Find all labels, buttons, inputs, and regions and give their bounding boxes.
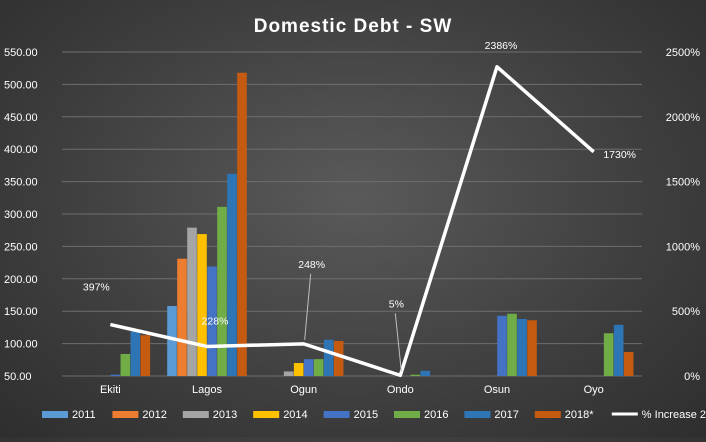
bar-2016-lagos [217, 206, 227, 376]
legend-label-2016: 2016 [424, 409, 448, 421]
bar-2015-osun [497, 315, 507, 376]
line-data-label-ekiti: 397% [83, 282, 110, 294]
category-axis: Ekiti Lagos Ogun Ondo Osun Oyo [100, 384, 604, 396]
bar-2015-lagos [207, 266, 217, 376]
percent-increase-line [109, 65, 595, 378]
bar-2011-lagos [167, 306, 177, 376]
left-tick-label: 550.00 [4, 47, 38, 59]
left-tick-label: 150.00 [4, 306, 38, 318]
bar-2016-ogun [313, 359, 324, 376]
legend-label-2014: 2014 [283, 409, 307, 421]
bar-2017-ondo [420, 370, 431, 376]
line-data-label-ogun: 248% [298, 259, 325, 271]
leader-line [394, 313, 402, 372]
bar-2013-lagos [187, 227, 197, 376]
category-label-ekiti: Ekiti [100, 384, 121, 396]
bar-2017-ekiti [130, 331, 141, 376]
legend: 2011 2012 2013 2014 2015 2016 2017 2018* % Incre… [42, 409, 706, 421]
bar-2017-oyo [613, 324, 624, 376]
bar-2015-ogun [303, 359, 314, 376]
legend-label-2015: 2015 [354, 409, 378, 421]
bar-2017-lagos [227, 173, 237, 376]
bar-2016-oyo [603, 333, 614, 376]
category-label-lagos: Lagos [192, 384, 222, 396]
right-axis: 0% 500% 1000% 1500% 2000% 2500% [666, 47, 700, 383]
bar-2013-ogun [283, 371, 294, 376]
bar-2012-lagos [177, 258, 187, 376]
left-tick-label: 450.00 [4, 112, 38, 124]
left-tick-label: 500.00 [4, 79, 38, 91]
legend-label-line: % Increase 2011 - 2018 [642, 409, 706, 421]
line-data-label-lagos: 228% [202, 315, 229, 327]
right-tick-label: 500% [672, 306, 700, 318]
left-tick-label: 250.00 [4, 241, 38, 253]
bar-2014-lagos [197, 234, 207, 376]
right-tick-label: 2500% [666, 47, 700, 59]
legend-swatch-2012 [112, 411, 139, 418]
bar-2017-osun [517, 318, 527, 376]
left-tick-label: 350.00 [4, 177, 38, 189]
bar-2018-ekiti [140, 335, 151, 376]
bar-2018-osun [527, 320, 537, 376]
bar-2016-ekiti [120, 353, 131, 376]
legend-swatch-2017 [464, 411, 491, 418]
bar-2014-ogun [293, 363, 304, 376]
legend-swatch-2014 [253, 411, 280, 418]
bar-2015-ekiti [110, 374, 121, 376]
leader-line [304, 273, 312, 340]
chart-title: Domestic Debt - SW [254, 16, 453, 37]
line-data-label-ondo: 5% [389, 298, 404, 310]
right-tick-label: 0% [684, 371, 700, 383]
bar-2018-ogun [333, 341, 344, 376]
bars [110, 72, 634, 377]
category-label-ondo: Ondo [387, 384, 414, 396]
data-labels: 397% 228% 248% 5% 2386% 1730% [83, 40, 636, 372]
left-tick-label: 50.00 [4, 371, 32, 383]
line-data-label-osun: 2386% [485, 40, 518, 52]
left-tick-label: 200.00 [4, 274, 38, 286]
line-data-label-oyo: 1730% [603, 149, 636, 161]
legend-swatch-2015 [323, 411, 350, 418]
bar-2018-oyo [623, 352, 634, 376]
legend-label-2017: 2017 [494, 409, 518, 421]
legend-label-2012: 2012 [142, 409, 166, 421]
legend-swatch-2011 [42, 411, 68, 418]
legend-label-2011: 2011 [72, 409, 96, 421]
legend-swatch-2016 [394, 411, 420, 418]
left-axis: 50.00 100.00 150.00 200.00 250.00 300.00 350.0… [4, 47, 38, 383]
legend-label-2013: 2013 [213, 409, 237, 421]
category-label-ogun: Ogun [290, 384, 317, 396]
bar-2016-ondo [410, 374, 421, 376]
legend-swatch-2013 [182, 411, 209, 418]
left-tick-label: 300.00 [4, 209, 38, 221]
right-tick-label: 2000% [666, 112, 700, 124]
bar-2017-ogun [323, 339, 334, 376]
right-tick-label: 1500% [666, 177, 700, 189]
category-label-oyo: Oyo [584, 384, 604, 396]
bar-2018-lagos [237, 72, 247, 377]
bar-2016-osun [507, 313, 517, 376]
left-tick-label: 400.00 [4, 144, 38, 156]
percent-increase-polyline [109, 65, 595, 378]
legend-label-2018: 2018* [565, 409, 594, 421]
category-label-osun: Osun [484, 384, 510, 396]
gridlines [62, 51, 642, 377]
legend-swatch-2018 [534, 411, 561, 418]
left-tick-label: 100.00 [4, 339, 38, 351]
right-tick-label: 1000% [666, 241, 700, 253]
